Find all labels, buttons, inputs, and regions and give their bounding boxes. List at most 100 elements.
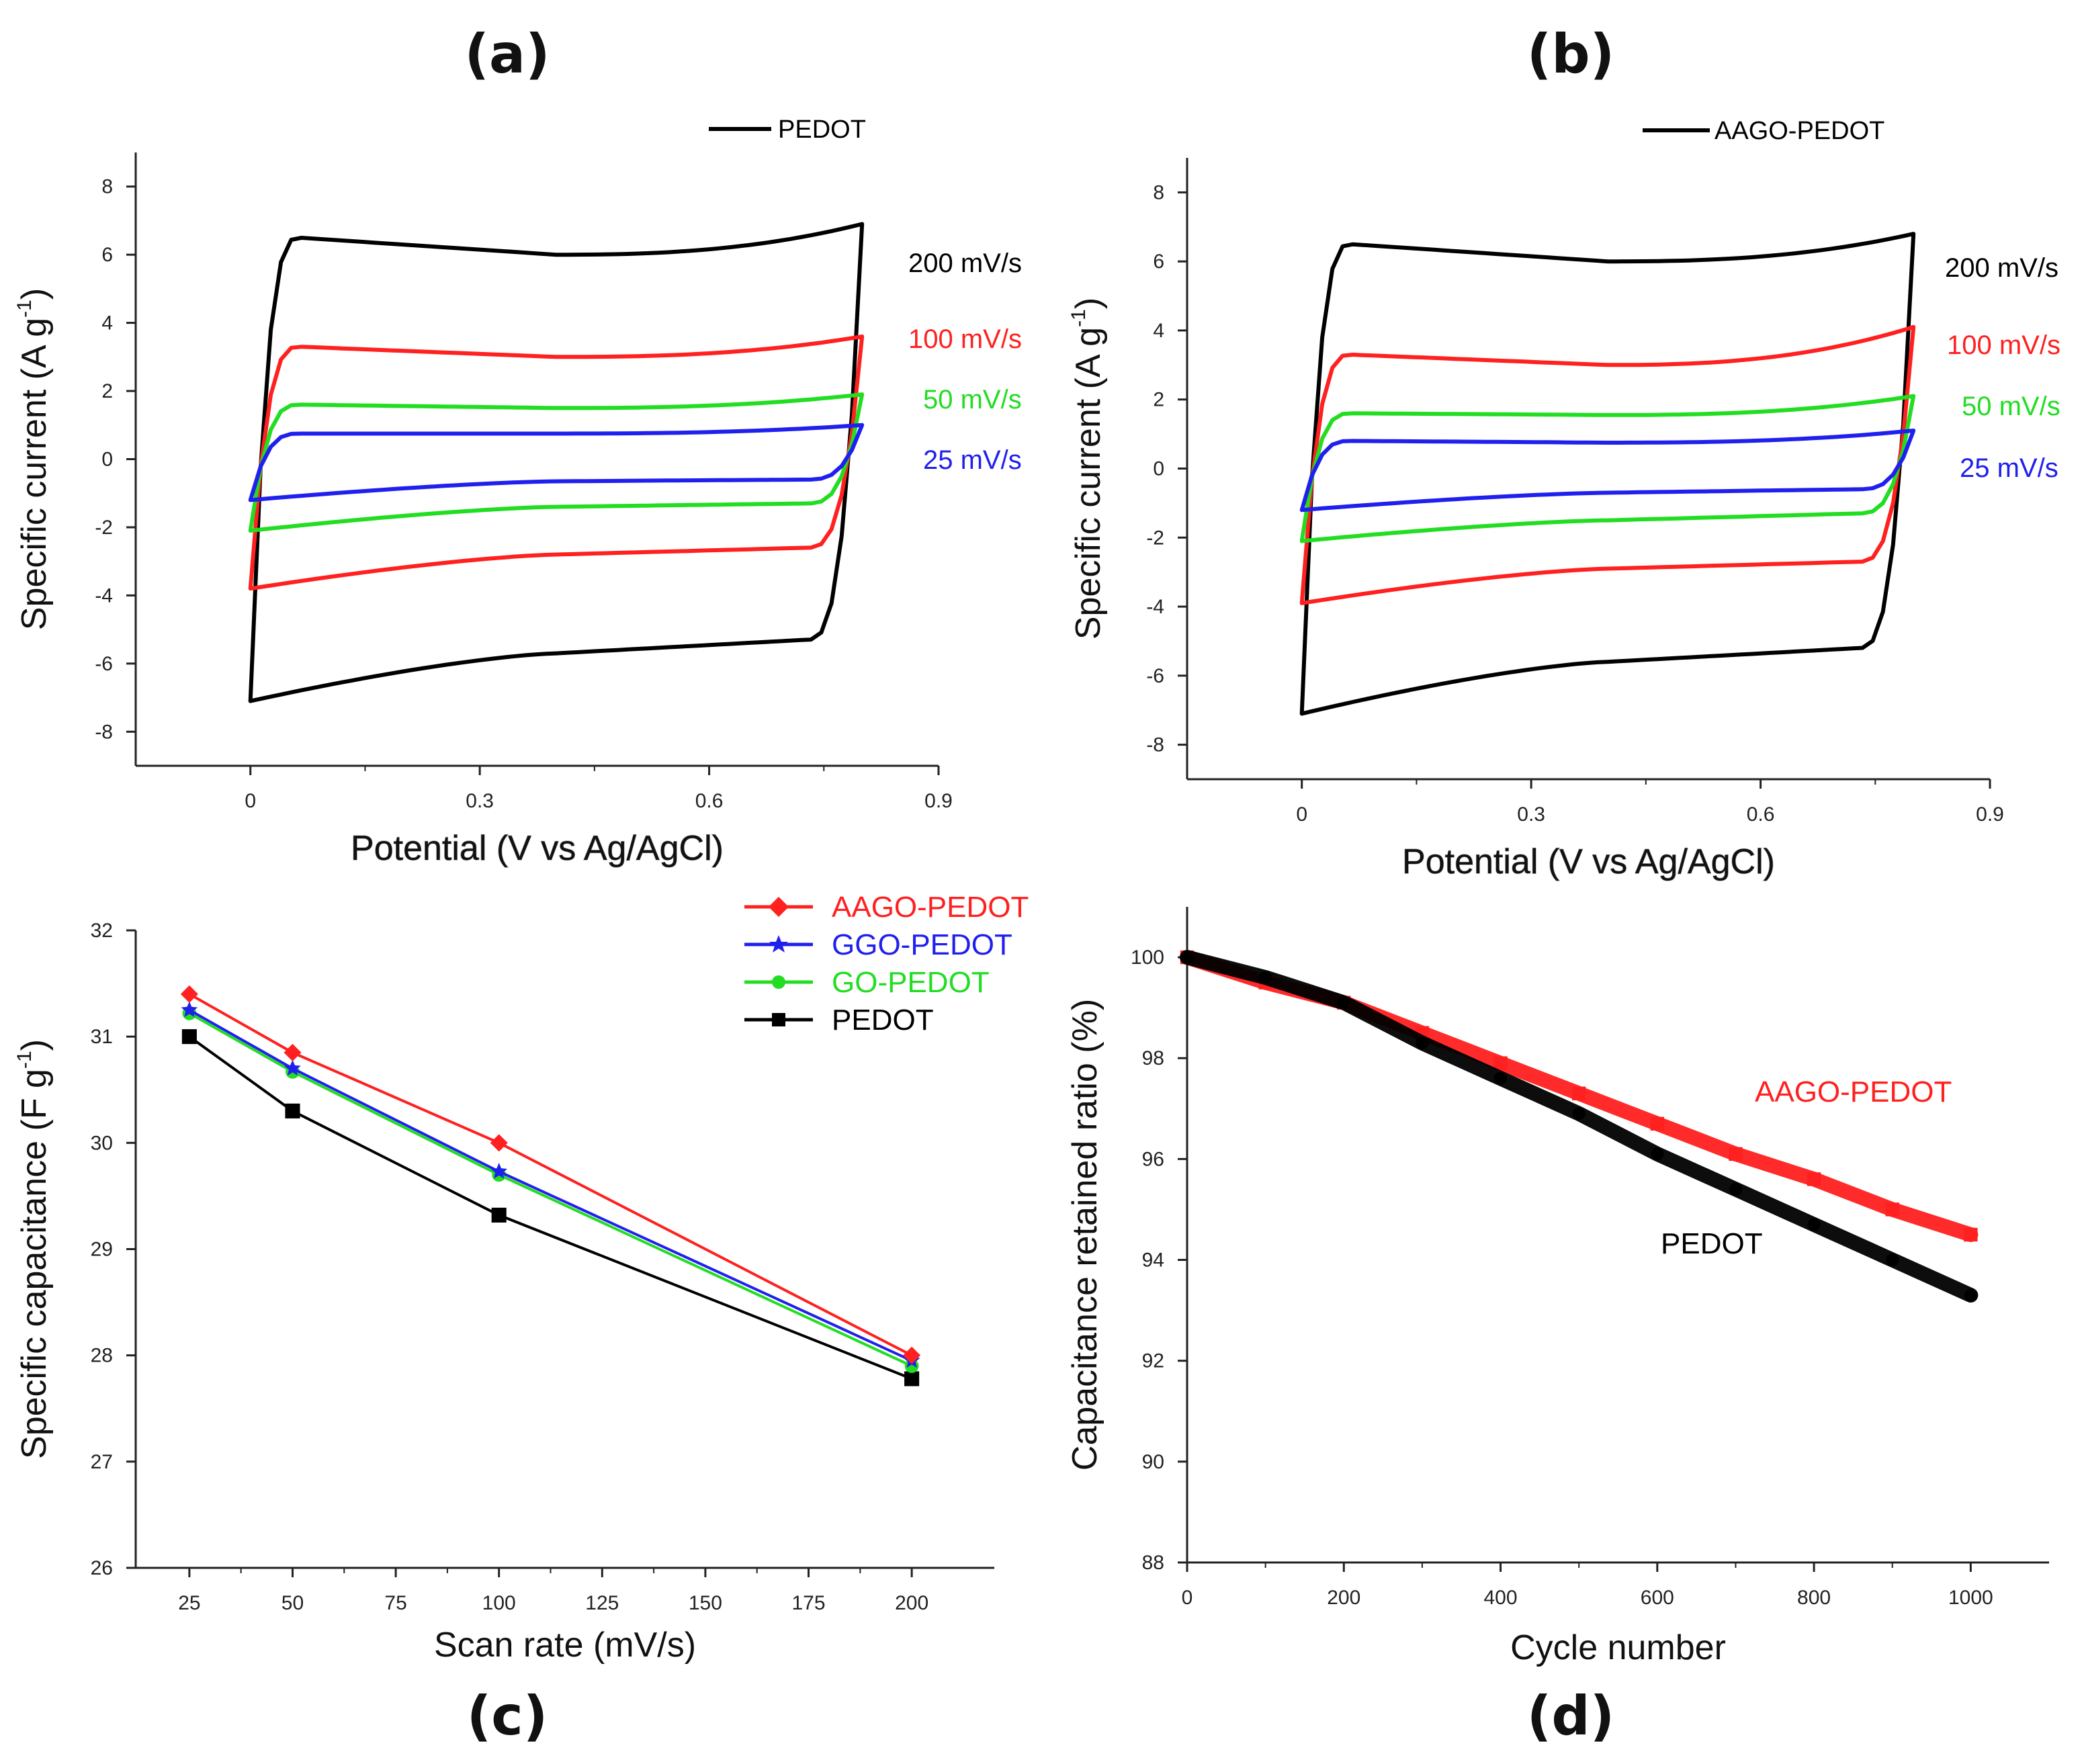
point-aago-pedot [1493, 1056, 1508, 1070]
y-axis-title-sup-b: -1 [1068, 309, 1090, 327]
y-axis-title-a: Specific current (A g-1) [13, 288, 54, 630]
axes-d: 0 200 400 600 800 1000 88 90 92 94 96 98 100 Cycle nu… [1066, 907, 2049, 1667]
panel-c-legend-marker-go [772, 975, 785, 989]
panel-c-legend-marker-pedot [772, 1013, 785, 1026]
y-tick-label-d: 90 [1142, 1451, 1164, 1473]
x-tick-label-a: 0.3 [466, 790, 494, 812]
y-tick-label-c: 27 [91, 1451, 113, 1473]
panel-c-legend-marker-aago [769, 897, 789, 917]
y-tick-label-a: 4 [101, 312, 113, 335]
x-tick-label-c: 200 [895, 1592, 928, 1614]
y-tick-label-b: 0 [1153, 458, 1164, 480]
point-pedot [1416, 1037, 1429, 1050]
point-aago-pedot [1885, 1202, 1899, 1217]
y-tick-label-c: 31 [91, 1026, 113, 1048]
cv-loop-100-mv-s [1299, 324, 1916, 605]
x-axis-title-a: Potential (V vs Ag/AgCl) [351, 829, 724, 868]
axes-c: 25 50 75 100 125 150 175 200 26 27 28 29 30 31 32 Scan … [13, 920, 994, 1665]
point-pedot [1729, 1182, 1743, 1196]
y-axis-title-main-b: Specific current (A g [1069, 327, 1108, 640]
panel-c-legend-label-pedot: PEDOT [832, 1004, 934, 1037]
point-aago-pedot [180, 985, 198, 1003]
y-axis-title-c: Specific capacitance (F g-1) [13, 1039, 54, 1459]
y-tick-label-a: -4 [95, 584, 113, 607]
point-pedot [1886, 1253, 1899, 1267]
panel-c-label: (c) [467, 1685, 548, 1747]
x-tick-label-b: 0.6 [1747, 803, 1775, 826]
y-tick-label-d: 94 [1142, 1249, 1164, 1272]
y-tick-label-b: 2 [1153, 389, 1164, 411]
panel-a-annot-50: 50 mV/s [923, 385, 1022, 414]
x-tick-label-c: 150 [689, 1592, 722, 1614]
x-tick-label-c: 175 [791, 1592, 825, 1614]
panel-c-legend-label-go: GO-PEDOT [832, 966, 990, 999]
y-axis-title-close-b: ) [1069, 298, 1108, 309]
cv-loop-200-mv-s [1299, 232, 1916, 716]
y-tick-label-c: 28 [91, 1345, 113, 1367]
panel-a-annot-25: 25 mV/s [923, 445, 1022, 475]
point-ggo-pedot [490, 1163, 508, 1179]
y-tick-label-a: -6 [95, 653, 113, 675]
point-pedot [181, 1029, 197, 1045]
panel-b-annot-50: 50 mV/s [1962, 392, 2061, 421]
panel-d: (d) 0 200 400 600 800 1000 88 90 92 94 96 98 100 Cycl… [1066, 907, 2049, 1747]
point-aago-pedot [284, 1043, 302, 1061]
panel-b: (b) AAGO-PEDOT 0 0.3 0.6 0.9 -8 -6 -4 -2 0 2 4 6 8 Po… [1068, 23, 2061, 882]
y-tick-label-b: 6 [1153, 251, 1164, 273]
point-pedot [285, 1103, 300, 1118]
cv-loop-50-mv-s [248, 392, 865, 533]
cv-loop-25-mv-s [248, 423, 865, 502]
panel-d-annot-aago: AAGO-PEDOT [1755, 1075, 1952, 1108]
x-tick-label-c: 25 [178, 1592, 200, 1614]
panel-d-label: (d) [1527, 1685, 1614, 1747]
x-axis-title-c: Scan rate (mV/s) [434, 1626, 696, 1665]
panel-b-annot-200: 200 mV/s [1945, 253, 2058, 283]
x-tick-label-c: 100 [482, 1592, 516, 1614]
x-tick-label-d: 400 [1484, 1587, 1518, 1609]
point-pedot [1807, 1218, 1821, 1231]
cv-loop-200-mv-s [248, 222, 865, 703]
x-tick-label-d: 200 [1327, 1587, 1360, 1609]
panel-c-legend: AAGO-PEDOT GGO-PEDOT GO-PEDOT PEDOT [744, 891, 1029, 1037]
x-tick-label-d: 600 [1641, 1587, 1674, 1609]
point-pedot [1259, 971, 1272, 984]
y-axis-title-sup-a: -1 [13, 300, 36, 318]
point-pedot [491, 1207, 507, 1223]
panel-a: (a) PEDOT 0 0.3 0.6 0.9 -8 -6 -4 -2 0 2 4 6 8 Potenti… [13, 23, 1022, 869]
panel-a-annot-100: 100 mV/s [908, 324, 1022, 354]
point-pedot [1493, 1071, 1508, 1085]
cv-loop-100-mv-s [248, 334, 865, 591]
y-tick-label-a: 8 [101, 176, 113, 198]
y-tick-label-c: 29 [91, 1239, 113, 1261]
point-aago-pedot [1571, 1086, 1586, 1100]
point-aago-pedot [490, 1134, 508, 1152]
x-tick-label-b: 0.9 [1976, 803, 2004, 826]
series-line-ggo-pedot [188, 1008, 912, 1362]
axes-b: 0 0.3 0.6 0.9 -8 -6 -4 -2 0 2 4 6 8 Potential (V vs A… [1068, 158, 2004, 882]
x-tick-label-c: 75 [384, 1592, 406, 1614]
panel-b-legend: AAGO-PEDOT [1643, 117, 1884, 145]
y-tick-label-b: -4 [1146, 596, 1164, 618]
y-axis-title-d: Capacitance retained ratio (%) [1066, 999, 1104, 1470]
y-tick-label-d: 100 [1131, 946, 1164, 969]
point-ggo-pedot [284, 1059, 301, 1076]
x-tick-label-d: 1000 [1948, 1587, 1993, 1609]
y-tick-label-a: -2 [95, 517, 113, 539]
y-tick-label-a: 0 [101, 449, 113, 471]
x-tick-label-c: 125 [585, 1592, 619, 1614]
point-ggo-pedot [181, 1001, 198, 1018]
y-axis-title-close-a: ) [15, 288, 54, 300]
x-tick-label-a: 0.9 [924, 790, 953, 812]
x-tick-label-a: 0 [245, 790, 256, 812]
point-pedot [1180, 951, 1194, 964]
y-axis-title-close-c: ) [15, 1039, 54, 1051]
point-pedot [1572, 1107, 1586, 1120]
x-axis-title-b: Potential (V vs Ag/AgCl) [1402, 842, 1775, 881]
point-pedot [1651, 1147, 1664, 1161]
axes-a: 0 0.3 0.6 0.9 -8 -6 -4 -2 0 2 4 6 8 Potential (V vs A… [13, 152, 953, 869]
panel-b-annot-25: 25 mV/s [1960, 453, 2058, 483]
panel-d-annot-pedot: PEDOT [1661, 1227, 1763, 1260]
cv-loop-50-mv-s [1299, 394, 1916, 543]
panel-a-legend-label: PEDOT [778, 116, 866, 144]
y-axis-title-b: Specific current (A g-1) [1068, 298, 1108, 640]
